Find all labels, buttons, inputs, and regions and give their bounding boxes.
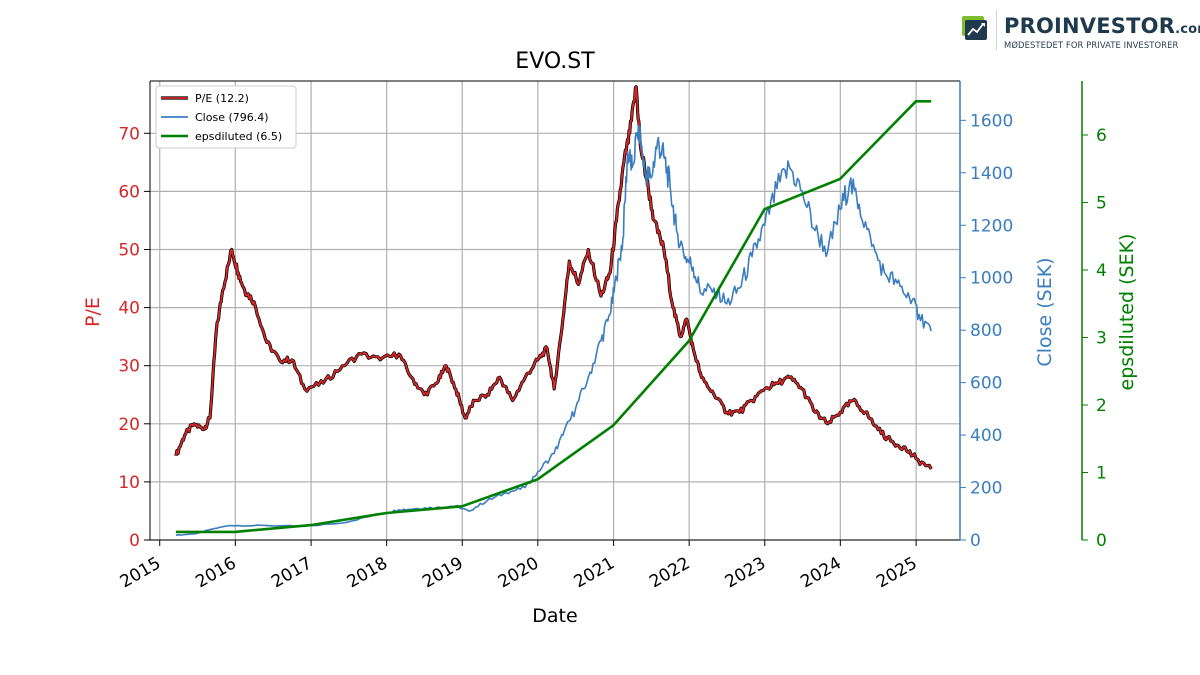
logo-brand: PROINVESTOR.com — [1004, 14, 1200, 38]
pe-tick-label-30: 30 — [118, 357, 140, 377]
close-tick-label-800: 800 — [970, 321, 1002, 341]
eps-tick-label-5: 5 — [1096, 194, 1107, 214]
x-tick-label-2025: 2025 — [873, 553, 920, 592]
close-tick-label-1000: 1000 — [970, 269, 1013, 289]
logo-brand-text: PROINVESTOR — [1004, 14, 1176, 38]
legend: P/E (12.2) Close (796.4) epsdiluted (6.5) — [155, 85, 297, 149]
pe-tick-label-70: 70 — [118, 124, 140, 144]
legend-label-0: P/E (12.2) — [195, 92, 249, 105]
legend-box — [155, 85, 297, 149]
legend-label-2: epsdiluted (6.5) — [195, 130, 282, 143]
eps-tick-label-1: 1 — [1096, 464, 1107, 484]
plot-area — [150, 81, 960, 540]
x-tick-label-2024: 2024 — [797, 553, 844, 592]
pe-tick-label-60: 60 — [118, 182, 140, 202]
pe-tick-label-40: 40 — [118, 299, 140, 319]
eps-tick-label-4: 4 — [1096, 261, 1107, 281]
close-tick-label-1200: 1200 — [970, 216, 1013, 236]
chart-title: EVO.ST — [515, 49, 595, 74]
pe-tick-label-50: 50 — [118, 240, 140, 260]
series-layer — [174, 85, 933, 537]
x-tick-label-2017: 2017 — [268, 553, 315, 592]
eps-axis-label: epsdiluted (SEK) — [1116, 234, 1138, 391]
series-line-eps — [175, 100, 932, 534]
x-tick-label-2023: 2023 — [722, 553, 769, 592]
x-tick-label-2021: 2021 — [571, 553, 618, 592]
series-line-pe — [175, 85, 933, 470]
close-axis-label: Close (SEK) — [1034, 257, 1056, 366]
pe-axis-label: P/E — [82, 297, 104, 327]
close-tick-label-1600: 1600 — [970, 111, 1013, 131]
x-tick-label-2015: 2015 — [117, 553, 164, 592]
close-tick-label-1400: 1400 — [970, 164, 1013, 184]
legend-label-1: Close (796.4) — [195, 111, 269, 124]
close-tick-label-400: 400 — [970, 426, 1002, 446]
eps-tick-label-6: 6 — [1096, 126, 1107, 146]
eps-tick-label-3: 3 — [1096, 329, 1107, 349]
close-tick-label-0: 0 — [970, 531, 981, 551]
x-tick-label-2019: 2019 — [419, 553, 466, 592]
logo-separator — [996, 10, 997, 50]
logo-tagline: MØDESTEDET FOR PRIVATE INVESTORER — [1004, 40, 1179, 50]
logo-chart-icon — [962, 16, 987, 40]
pe-tick-label-10: 10 — [118, 473, 140, 493]
proinvestor-logo: PROINVESTOR.com MØDESTEDET FOR PRIVATE I… — [960, 8, 1200, 58]
x-tick-label-2018: 2018 — [344, 553, 391, 592]
x-axis-label: Date — [532, 605, 577, 627]
eps-tick-label-2: 2 — [1096, 396, 1107, 416]
pe-tick-label-0: 0 — [129, 531, 140, 551]
eps-tick-label-0: 0 — [1096, 531, 1107, 551]
close-tick-label-600: 600 — [970, 374, 1002, 394]
pe-tick-label-20: 20 — [118, 415, 140, 435]
close-tick-label-200: 200 — [970, 479, 1002, 499]
x-tick-label-2022: 2022 — [646, 553, 693, 592]
x-tick-label-2016: 2016 — [192, 553, 239, 592]
x-tick-label-2020: 2020 — [495, 553, 542, 592]
logo-domain: .com — [1175, 22, 1200, 37]
